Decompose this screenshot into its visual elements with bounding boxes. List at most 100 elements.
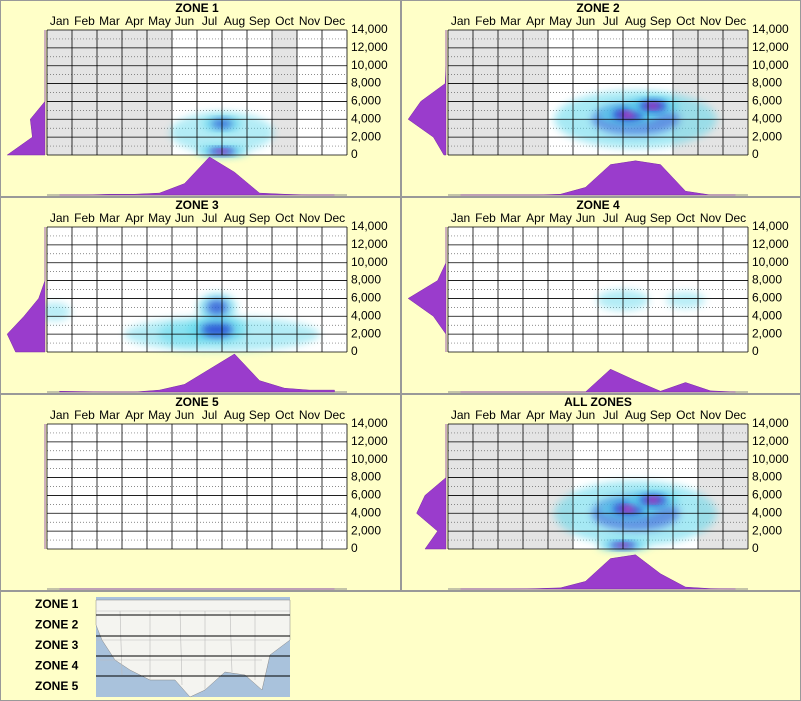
month-label: Sep [650, 211, 672, 225]
panel-border [0, 0, 401, 197]
y-tick-label: 6,000 [351, 94, 381, 108]
heat-halo [666, 292, 705, 309]
month-label: Feb [74, 211, 95, 225]
month-label: Jun [175, 14, 194, 28]
month-label: May [148, 14, 171, 28]
zone-boundary [96, 614, 290, 677]
y-tick-label: 14,000 [351, 22, 388, 36]
y-tick-label: 4,000 [351, 505, 381, 519]
y-tick-label: 2,000 [351, 326, 381, 340]
month-label: Apr [125, 211, 144, 225]
zone-panel: ZONE 2 Jan Feb Mar Apr May Jun Jul Aug Sep Oct Nov D… [401, 0, 801, 197]
y-tick-label: 10,000 [752, 255, 789, 269]
value-density [407, 227, 447, 352]
month-label: Jun [576, 211, 595, 225]
month-label: Apr [125, 408, 144, 422]
y-tick-label: 6,000 [752, 94, 782, 108]
month-label: May [549, 408, 572, 422]
y-tick-label: 12,000 [752, 434, 789, 448]
no-data-month [147, 30, 172, 155]
y-tick-label: 10,000 [752, 58, 789, 72]
month-label: Dec [324, 14, 345, 28]
month-label: Aug [224, 408, 245, 422]
month-label: Sep [249, 408, 271, 422]
value-density [416, 424, 447, 550]
heat-core [206, 299, 228, 315]
month-label: Aug [625, 408, 646, 422]
y-tick-label: 12,000 [351, 40, 388, 54]
month-label: Sep [650, 408, 672, 422]
month-label: Aug [625, 211, 646, 225]
month-label: Mar [99, 408, 120, 422]
month-label: Feb [74, 408, 95, 422]
month-label: Jun [175, 408, 194, 422]
y-tick-label: 8,000 [351, 470, 381, 484]
zone-panel: ZONE 5 Jan Feb Mar Apr May Jun Jul Aug Sep Oct Nov D… [0, 394, 401, 591]
zone-label: ZONE 4 [35, 659, 79, 673]
month-label: Feb [475, 211, 496, 225]
no-data-month [498, 424, 523, 549]
y-tick-label: 2,000 [752, 129, 782, 143]
month-label: Jul [202, 211, 217, 225]
month-label: Jan [50, 211, 69, 225]
no-data-month [473, 30, 498, 155]
month-label: Jan [50, 408, 69, 422]
month-label: Dec [324, 408, 345, 422]
month-label: Mar [99, 14, 120, 28]
y-tick-label: 6,000 [351, 291, 381, 305]
month-label: Oct [275, 211, 294, 225]
panel-border [401, 197, 801, 394]
month-label: Feb [475, 14, 496, 28]
y-tick-label: 6,000 [752, 291, 782, 305]
panel-border [0, 394, 401, 591]
y-tick-label: 2,000 [351, 129, 381, 143]
y-tick-label: 0 [351, 344, 358, 358]
zone-label: ZONE 1 [35, 597, 79, 611]
y-tick-label: 4,000 [351, 111, 381, 125]
panel-title: ALL ZONES [564, 395, 632, 409]
heat-peak [620, 506, 636, 512]
zone-label: ZONE 5 [35, 679, 79, 693]
month-label: Apr [526, 14, 545, 28]
month-label: Jun [576, 14, 595, 28]
value-density [6, 227, 46, 353]
month-label: Mar [500, 408, 521, 422]
zone-label: ZONE 3 [35, 638, 79, 652]
month-label: Apr [526, 211, 545, 225]
panel-title: ZONE 5 [175, 395, 219, 409]
month-density [460, 160, 736, 196]
y-tick-label: 12,000 [752, 40, 789, 54]
month-label: Nov [700, 211, 721, 225]
y-tick-label: 8,000 [752, 76, 782, 90]
month-label: Jun [175, 211, 194, 225]
month-density [59, 353, 335, 393]
y-tick-label: 10,000 [351, 58, 388, 72]
month-label: Jul [603, 14, 618, 28]
heat-peak [646, 497, 660, 503]
y-tick-label: 2,000 [752, 326, 782, 340]
month-label: Mar [99, 211, 120, 225]
zone-panel: ZONE 1 Jan Feb Mar Apr May Jun Jul Aug Sep Oct Nov D… [0, 0, 401, 197]
panel-border [401, 394, 801, 591]
y-tick-label: 4,000 [752, 308, 782, 322]
y-tick-label: 12,000 [752, 237, 789, 251]
zone-legend: ZONE 1 ZONE 2 ZONE 3 ZONE 4 ZONE 5 [35, 597, 291, 698]
y-tick-label: 10,000 [351, 255, 388, 269]
month-label: Jul [603, 211, 618, 225]
y-tick-label: 0 [351, 541, 358, 555]
zone-panel: ZONE 3 Jan Feb Mar Apr May Jun Jul Aug Sep Oct Nov D… [0, 197, 401, 394]
month-label: Nov [700, 14, 721, 28]
y-tick-label: 14,000 [351, 219, 388, 233]
month-label: Apr [125, 14, 144, 28]
month-label: Dec [725, 211, 746, 225]
zone-panel: ALL ZONES Jan Feb Mar Apr May Jun Jul Aug Sep Oct N… [401, 394, 801, 591]
panel-title: ZONE 2 [576, 1, 620, 15]
y-tick-label: 14,000 [752, 219, 789, 233]
month-label: Jan [50, 14, 69, 28]
no-data-month [723, 424, 748, 549]
month-label: Feb [74, 14, 95, 28]
no-data-month [473, 424, 498, 549]
month-label: Nov [299, 211, 320, 225]
map-land [95, 599, 291, 698]
